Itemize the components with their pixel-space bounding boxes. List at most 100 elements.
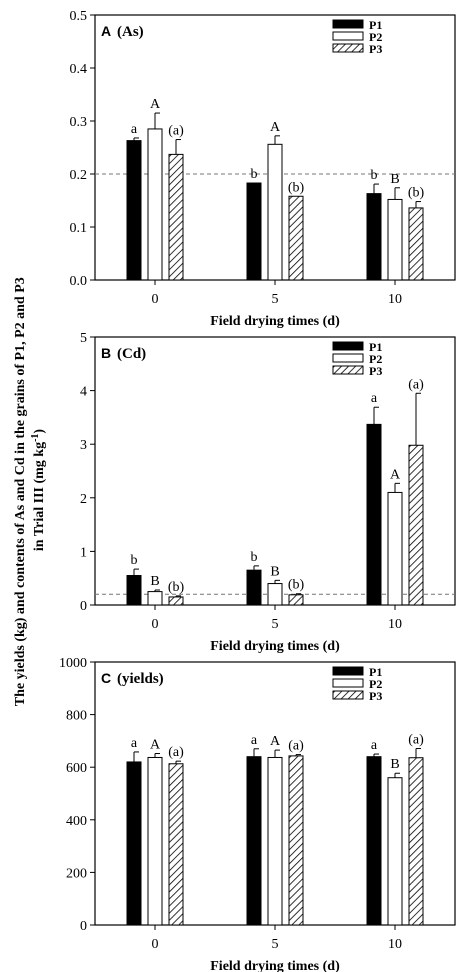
y-tick-label: 0.1: [70, 221, 88, 236]
x-tick-label: 10: [388, 292, 402, 307]
panel-name: (Cd): [117, 346, 146, 362]
significance-label: A: [270, 734, 281, 749]
bar-p3: [288, 594, 304, 606]
x-tick-label: 5: [272, 292, 279, 307]
significance-label: B: [270, 564, 279, 579]
bar-p2: [387, 198, 403, 281]
x-axis-title: Field drying times (d): [210, 639, 340, 654]
y-tick-label: 3: [80, 438, 87, 453]
significance-label: b: [251, 550, 258, 565]
panel-a-as: 0.0 0.1 0.2 0.3 0.4 0.5 0 5 10 Field drying times…: [70, 9, 456, 329]
significance-label: a: [371, 391, 378, 406]
legend-label-p3: P3: [369, 689, 382, 703]
legend-label-p1: P1: [369, 340, 382, 354]
bar-p2: [147, 591, 163, 606]
y-tick-label: 200: [66, 866, 87, 881]
legend-swatch-p1: [332, 666, 364, 676]
significance-label: b: [371, 168, 378, 183]
y-tick-label: 0.2: [70, 168, 88, 183]
bar-p1: [366, 756, 382, 926]
y-axis-title-unit-superscript: -1: [30, 434, 41, 442]
significance-label: A: [270, 120, 281, 135]
y-axis-title-unit-text: in Trial III (mg kg: [32, 442, 47, 551]
significance-label: a: [131, 122, 138, 137]
significance-label: (b): [288, 180, 305, 195]
significance-label: (b): [408, 186, 425, 201]
x-tick-label: 10: [388, 617, 402, 632]
y-tick-label: 400: [66, 814, 87, 829]
y-tick-label: 1000: [59, 656, 87, 671]
bar-p2: [147, 128, 163, 281]
bar-p2: [267, 583, 283, 606]
x-axis-title: Field drying times (d): [210, 959, 340, 972]
legend-label-p2: P2: [369, 677, 382, 691]
bar-p1: [126, 575, 142, 606]
bar-p1: [126, 761, 142, 926]
significance-label: (a): [168, 745, 184, 760]
panel-name: (yields): [117, 671, 164, 687]
significance-label: (b): [288, 578, 305, 593]
bar-p3: [408, 757, 424, 926]
significance-label: B: [390, 172, 399, 187]
y-axis-title-unit-close: ): [32, 429, 47, 434]
bar-p3: [288, 755, 304, 926]
bar-p3: [168, 153, 184, 281]
y-tick-label: 0.0: [70, 274, 88, 289]
significance-label: (b): [168, 580, 185, 595]
legend-swatch-p3: [332, 365, 364, 375]
panel-c-yields: 0 200 400 600 800 1000 0 5 10 Field drying times …: [59, 656, 456, 972]
bar-p1: [246, 569, 262, 606]
panel-letter: A: [101, 23, 111, 39]
legend-swatch-p2: [332, 353, 364, 363]
legend-label-p1: P1: [369, 18, 382, 32]
legend-label-p3: P3: [369, 42, 382, 56]
significance-label: B: [150, 574, 159, 589]
x-tick-label: 0: [152, 617, 159, 632]
bar-p3: [288, 195, 304, 281]
y-tick-label: 1: [80, 545, 87, 560]
y-tick-label: 4: [80, 385, 87, 400]
legend-swatch-p2: [332, 31, 364, 41]
significance-label: a: [131, 736, 138, 751]
panel-letter: B: [101, 345, 111, 361]
legend-label-p2: P2: [369, 30, 382, 44]
bar-p2: [267, 756, 283, 926]
significance-label: (a): [408, 377, 424, 392]
significance-label: (a): [288, 739, 304, 754]
bar-p3: [408, 207, 424, 281]
panel-b-cd: 0 1 2 3 4 5 0 5 10 Field drying times (d) b b a B B A (b…: [80, 331, 456, 654]
bar-p2: [147, 756, 163, 926]
bar-p1: [246, 756, 262, 926]
x-tick-label: 5: [272, 617, 279, 632]
y-tick-label: 0: [80, 599, 87, 614]
bar-p2: [267, 143, 283, 281]
legend-swatch-p3: [332, 43, 364, 53]
significance-label: b: [251, 167, 258, 182]
significance-label: a: [251, 733, 258, 748]
legend-label-p2: P2: [369, 352, 382, 366]
legend-swatch-p2: [332, 678, 364, 688]
y-tick-label: 2: [80, 492, 87, 507]
y-tick-label: 5: [80, 331, 87, 346]
significance-label: B: [390, 757, 399, 772]
bar-p3: [168, 763, 184, 926]
legend-label-p1: P1: [369, 665, 382, 679]
bar-p3: [168, 596, 184, 606]
panel-letter: C: [101, 670, 111, 686]
x-tick-label: 5: [272, 937, 279, 952]
bar-p3: [408, 444, 424, 606]
x-axis-title: Field drying times (d): [210, 314, 340, 329]
legend-swatch-p1: [332, 341, 364, 351]
bar-p2: [387, 491, 403, 606]
y-tick-label: 0.5: [70, 9, 88, 24]
y-tick-label: 800: [66, 709, 87, 724]
significance-label: b: [131, 553, 138, 568]
legend-swatch-p3: [332, 690, 364, 700]
bar-p1: [126, 140, 142, 281]
bar-p1: [366, 193, 382, 281]
significance-label: A: [150, 738, 161, 753]
y-axis-title-line-2: in Trial III (mg kg-1): [30, 429, 48, 552]
y-axis-title-line-1: The yields (kg) and contents of As and C…: [13, 277, 28, 706]
y-tick-label: 0.4: [70, 62, 88, 77]
